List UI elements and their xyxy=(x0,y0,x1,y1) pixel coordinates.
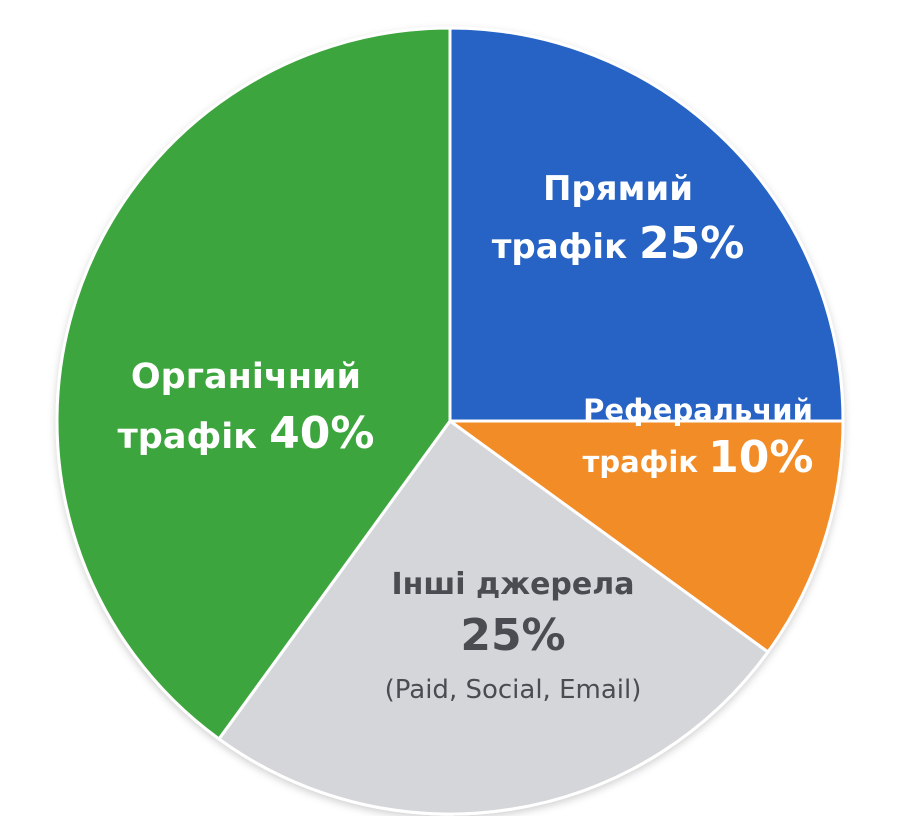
slice-value-direct: 25% xyxy=(639,218,744,269)
pie-labels: Прямий трафік 25%Реферальчий трафік 10%Інш… xyxy=(118,169,814,705)
slice-value-organic: 40% xyxy=(269,408,374,459)
pie-slice-referral xyxy=(448,419,845,654)
slice-label-line: Органічний xyxy=(131,357,361,397)
slice-label-organic: Органічний трафік 40% xyxy=(118,357,375,459)
slice-label-direct: Прямий трафік 25% xyxy=(492,169,745,269)
slice-note-other: (Paid, Social, Email) xyxy=(385,675,642,705)
pie-slice-direct xyxy=(448,26,845,423)
pie-slice-organic xyxy=(55,26,452,741)
slice-label-line: Інші джерела xyxy=(392,567,635,602)
slice-label-other: Інші джерела 25% (Paid, Social, Email) xyxy=(385,567,642,705)
pie-slice-other xyxy=(217,419,770,816)
slice-value-other: 25% xyxy=(460,610,565,661)
pie-slices xyxy=(55,26,845,816)
slice-label-line: Прямий xyxy=(543,169,693,209)
slice-value-referral: 10% xyxy=(708,432,813,483)
slice-label-line: трафік 25% xyxy=(492,218,745,269)
slice-label-line: Реферальчий xyxy=(583,393,813,427)
slice-label-line: трафік 40% xyxy=(118,408,375,459)
